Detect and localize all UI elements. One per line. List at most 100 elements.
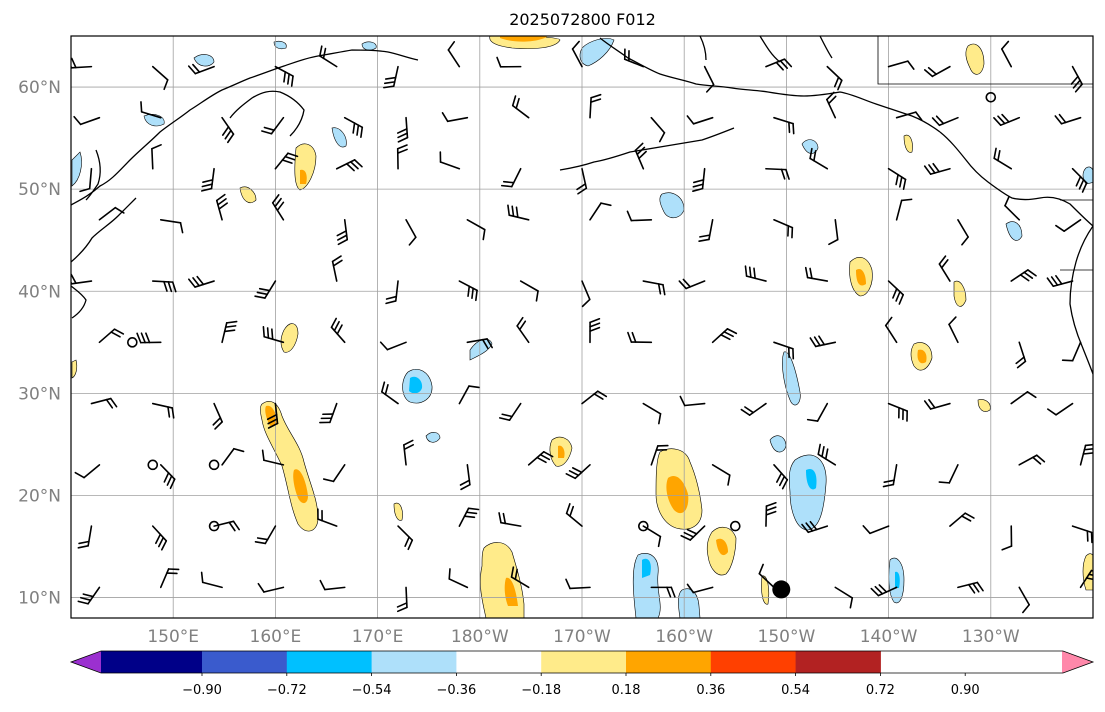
coastline-northamerica — [1069, 225, 1093, 375]
wind-barb — [1018, 454, 1046, 466]
wind-barb — [439, 151, 461, 170]
wind-barb — [773, 341, 795, 360]
coastline-asia — [71, 49, 419, 206]
wind-barb — [627, 331, 653, 344]
wind-barb — [679, 395, 706, 407]
wind-barb — [923, 65, 951, 78]
wind-barb — [319, 402, 338, 424]
wind-barb — [1071, 167, 1088, 193]
contour-negative-core — [806, 468, 817, 490]
wind-barb — [650, 586, 676, 598]
coastline-korea — [71, 285, 87, 319]
wind-barb — [957, 218, 969, 246]
colorbar-segment — [456, 651, 542, 673]
wind-barb — [397, 525, 414, 551]
calm-circle — [208, 520, 220, 532]
wind-barb — [623, 48, 645, 68]
colorbar-segment — [286, 651, 373, 673]
wind-barb — [136, 332, 162, 344]
wind-barb — [527, 450, 554, 466]
wind-barb — [650, 444, 669, 466]
wind-barb — [221, 116, 235, 144]
lat-label: 10°N — [18, 589, 61, 609]
calm-circle — [985, 91, 997, 103]
wind-barb — [773, 116, 795, 135]
colorbar-outline — [69, 650, 1095, 674]
lat-label: 60°N — [18, 78, 61, 98]
coastline-alaska-interior — [699, 36, 833, 63]
coastline-aleutians — [559, 127, 735, 171]
wind-barb — [711, 464, 731, 486]
wind-barb — [254, 525, 277, 545]
wind-barb — [565, 503, 583, 527]
wind-barb — [151, 144, 162, 170]
lon-label: 140°W — [860, 627, 918, 647]
wind-barb — [1061, 341, 1082, 362]
wind-barb — [200, 571, 223, 589]
wind-barb — [993, 113, 1021, 126]
wind-barb — [1071, 525, 1093, 544]
wind-barb — [650, 116, 666, 143]
wind-barb — [826, 65, 843, 91]
contour-positive — [965, 43, 985, 75]
contour-negative — [469, 338, 493, 361]
coastlines — [71, 36, 1093, 375]
contour-negative — [71, 151, 82, 187]
lat-label: 50°N — [18, 180, 61, 200]
contour-negative — [193, 54, 215, 67]
wind-barb — [151, 280, 177, 293]
wind-barb — [680, 525, 706, 541]
coastline-sakhalin — [85, 149, 101, 201]
lon-label: 180°W — [451, 627, 509, 647]
lat-label: 30°N — [18, 384, 61, 404]
wind-barb — [1001, 525, 1013, 551]
wind-barb — [949, 512, 975, 527]
wind-barb — [809, 147, 829, 170]
colorbar-tick-label: −0.36 — [436, 683, 476, 698]
wind-barb — [703, 65, 715, 93]
wind-barb — [1001, 40, 1013, 68]
wind-barb — [589, 202, 612, 221]
wind-barb — [581, 390, 608, 405]
wind-barb — [516, 316, 530, 344]
wind-barb — [862, 525, 890, 535]
wind-barb — [318, 45, 338, 68]
wind-barb — [501, 167, 522, 188]
lon-label: 170°E — [352, 627, 404, 647]
colorbar-segment — [541, 651, 627, 673]
wind-barb — [343, 116, 364, 138]
wind-barb — [948, 316, 959, 344]
wind-barb — [744, 265, 767, 282]
wind-barb — [801, 520, 829, 534]
wind-barb — [262, 325, 285, 344]
lon-label: 160°E — [250, 627, 302, 647]
calm-circles — [127, 91, 997, 532]
contour-positive-core — [856, 268, 866, 286]
wind-barb — [895, 198, 913, 221]
longitude-labels: 150°E 160°E 170°E 180°W 170°W 160°W 150°W 140°W… — [147, 627, 1020, 647]
contour-positive-core — [500, 36, 548, 42]
wind-barb — [642, 525, 662, 548]
colorbar-segment — [795, 651, 881, 673]
wind-barb — [466, 218, 486, 241]
wind-barb — [1079, 569, 1093, 589]
wind-barb — [993, 147, 1013, 170]
contour-positive — [977, 399, 991, 412]
wind-barb — [98, 206, 125, 221]
wind-barb — [274, 65, 294, 87]
wind-barb — [1070, 65, 1083, 93]
wind-barb — [261, 116, 285, 135]
wind-barb — [335, 159, 363, 172]
wind-barb — [938, 255, 951, 282]
wind-barb — [765, 58, 793, 71]
wind-barb — [79, 167, 93, 193]
wind-barb — [870, 584, 898, 597]
wind-barb — [159, 568, 180, 589]
wind-barb — [931, 115, 959, 127]
calm-circle — [208, 459, 220, 471]
colorbar-segment — [371, 651, 457, 673]
wind-barb — [77, 586, 101, 605]
contour-positive — [239, 186, 257, 203]
contour-negative — [801, 139, 819, 154]
coastline-alaska — [599, 37, 941, 133]
